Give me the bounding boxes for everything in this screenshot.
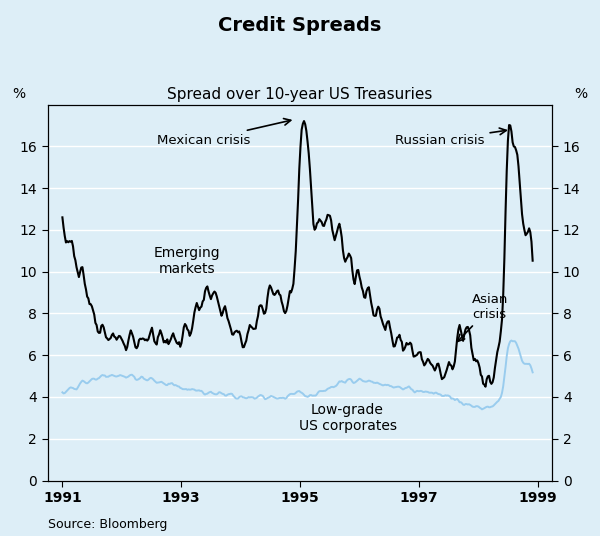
Text: Russian crisis: Russian crisis: [395, 128, 506, 147]
Text: Emerging
markets: Emerging markets: [154, 246, 220, 277]
Text: Credit Spreads: Credit Spreads: [218, 16, 382, 35]
Text: Source: Bloomberg: Source: Bloomberg: [48, 518, 167, 531]
Text: %: %: [12, 87, 25, 101]
Text: Mexican crisis: Mexican crisis: [157, 118, 291, 147]
Text: Asian
crisis: Asian crisis: [458, 293, 509, 341]
Text: %: %: [575, 87, 588, 101]
Title: Spread over 10-year US Treasuries: Spread over 10-year US Treasuries: [167, 87, 433, 102]
Text: Low-grade
US corporates: Low-grade US corporates: [299, 403, 397, 433]
